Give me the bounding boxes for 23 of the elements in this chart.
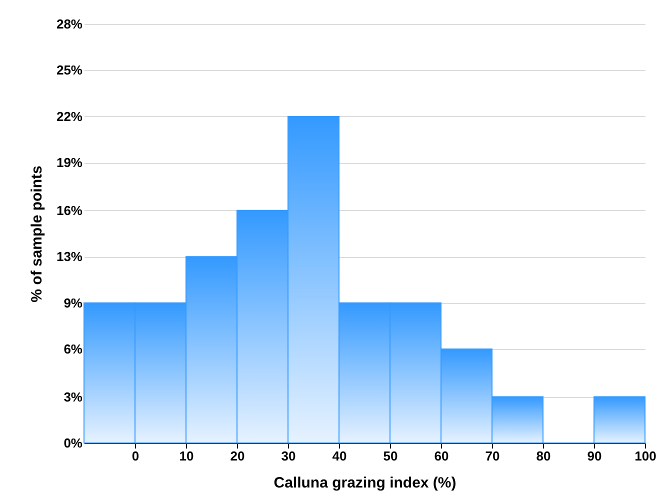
y-tick-label: 3% bbox=[64, 389, 83, 404]
x-tick-label: 80 bbox=[536, 448, 551, 464]
y-tick-label: 0% bbox=[64, 436, 83, 450]
y-tick-label: 16% bbox=[56, 202, 83, 218]
y-tick-label: 28% bbox=[56, 16, 83, 32]
x-axis-title: Calluna grazing index (%) bbox=[274, 474, 456, 492]
y-tick-label: 6% bbox=[64, 342, 83, 357]
x-tick-label: 60 bbox=[434, 448, 449, 464]
x-tick-label: 20 bbox=[230, 448, 245, 464]
y-tick-label: 13% bbox=[56, 249, 83, 264]
x-tick-label: 30 bbox=[281, 448, 296, 464]
y-tick-label: 22% bbox=[56, 108, 83, 124]
y-tick-label: 25% bbox=[56, 62, 83, 78]
y-tick-label: 9% bbox=[64, 295, 83, 310]
x-tick-label: 10 bbox=[179, 448, 194, 464]
x-tick-label: 50 bbox=[383, 448, 398, 464]
x-tick-label: 70 bbox=[485, 448, 500, 464]
x-tick-label: 90 bbox=[587, 448, 602, 464]
y-axis-title: % of sample points bbox=[28, 166, 46, 302]
x-tick-label: 100 bbox=[634, 448, 656, 464]
x-tick-label: 0 bbox=[132, 448, 140, 464]
x-tick-label: 40 bbox=[332, 448, 347, 464]
y-tick-label: 19% bbox=[56, 155, 83, 170]
